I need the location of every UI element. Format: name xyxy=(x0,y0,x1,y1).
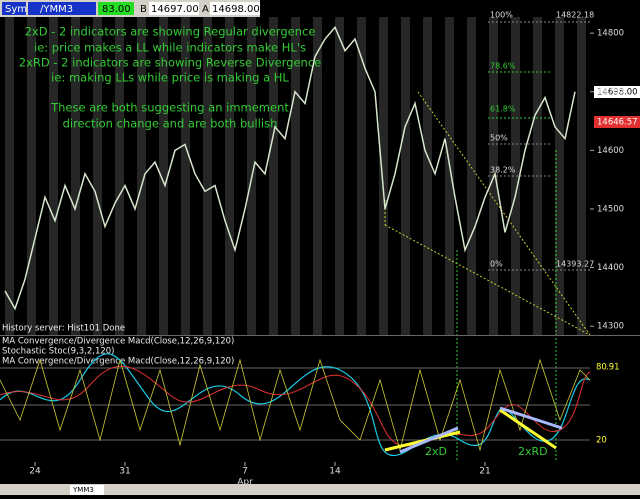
divergence-line xyxy=(399,426,459,454)
contract-box[interactable] xyxy=(28,2,96,15)
session-stripe xyxy=(5,17,14,335)
x-axis xyxy=(0,462,640,484)
status: History server: Hist101 Done xyxy=(2,324,125,334)
session-stripe xyxy=(225,17,234,335)
month-label: Apr xyxy=(237,478,253,488)
ma-price: 14646.57 xyxy=(597,118,638,128)
macd-line xyxy=(0,353,591,456)
fib-label: 50% xyxy=(490,134,508,143)
x-tick-label: 14 xyxy=(329,467,341,477)
fib-label: 38.2% xyxy=(490,166,516,175)
indicator-label: MA Convergence/Divergence Macd(Close,12,… xyxy=(2,357,234,367)
session-stripe xyxy=(27,17,36,335)
signal-line xyxy=(0,365,591,447)
panel-divider xyxy=(0,335,640,336)
last-price: 14698.00 xyxy=(597,88,638,98)
session-stripe xyxy=(159,17,168,335)
annotation: ie: price makes a LL while indicators ma… xyxy=(34,41,306,55)
annotation: These are both suggesting an immement xyxy=(50,101,289,115)
price-line xyxy=(4,25,576,311)
session-stripe xyxy=(467,17,476,335)
last: 83.00 xyxy=(102,4,131,15)
level-label: 80 xyxy=(596,363,607,373)
session-stripe xyxy=(335,17,344,335)
symbol-box[interactable] xyxy=(2,2,26,15)
divergence-label: 2xRD xyxy=(518,445,548,458)
ask: 14698.00 xyxy=(212,4,260,15)
session-stripe xyxy=(137,17,146,335)
indicator-label: MA Convergence/Divergence Macd(Close,12,… xyxy=(2,337,234,347)
session-stripe xyxy=(357,17,366,335)
y-tick-label: 14700 xyxy=(597,87,624,97)
session-stripe xyxy=(511,17,520,335)
indicator-label: Stochastic Stoc(9,3,2,120) xyxy=(2,347,114,357)
y-tick-label: 14800 xyxy=(597,29,624,39)
tab-label: YMM3 xyxy=(72,486,94,494)
session-stripe xyxy=(71,17,80,335)
tab[interactable] xyxy=(70,485,104,495)
session-stripe xyxy=(269,17,278,335)
x-tick-label: 31 xyxy=(119,467,130,477)
annotation: ie: making LLs while price is making a H… xyxy=(51,71,289,85)
session-stripe xyxy=(445,17,454,335)
session-stripe xyxy=(313,17,322,335)
y-tick-label: 14500 xyxy=(597,204,624,214)
fib-label: 0% xyxy=(490,260,503,269)
y-tick-label: 14300 xyxy=(597,322,624,332)
divergence-label: 2xD xyxy=(425,445,447,458)
fib-label: 61.8% xyxy=(490,105,516,114)
ma-price-box xyxy=(594,116,640,128)
last-price-box xyxy=(594,86,640,98)
divergence-line xyxy=(499,406,563,430)
fib-price: 14822.18 xyxy=(556,11,594,20)
session-stripe xyxy=(423,17,432,335)
divergence-line xyxy=(499,408,557,450)
ask-box xyxy=(210,2,260,15)
session-stripe xyxy=(401,17,410,335)
fib-label: 78.6% xyxy=(490,62,516,71)
bid-box xyxy=(149,2,199,15)
x-tick-label: 24 xyxy=(29,467,41,477)
bid: 14697.00 xyxy=(151,4,199,15)
session-stripe xyxy=(577,17,586,335)
stochastic-line xyxy=(0,358,591,452)
y-tick-label: 14400 xyxy=(597,263,624,273)
annotation: direction change and are both bullish xyxy=(63,117,278,131)
y-tick-label: 14600 xyxy=(597,146,624,156)
level-label: .91 xyxy=(606,363,620,373)
session-stripe xyxy=(93,17,102,335)
annotation: 2xRD - 2 indicators are showing Reverse … xyxy=(19,56,321,70)
annotation: 2xD - 2 indicators are showing Regular d… xyxy=(25,25,316,39)
fib-label: 100% xyxy=(490,11,513,20)
session-stripe xyxy=(115,17,124,335)
session-stripe xyxy=(291,17,300,335)
x-tick-label: 7 xyxy=(242,467,248,477)
session-stripe xyxy=(181,17,190,335)
bid-label: B xyxy=(140,4,147,15)
session-stripe xyxy=(203,17,212,335)
fib-lines xyxy=(488,21,590,271)
symbol: Sym xyxy=(5,4,27,15)
ask-label: A xyxy=(202,4,209,15)
fib-price: 14393.27 xyxy=(556,260,594,269)
level-label: 20 xyxy=(596,436,607,446)
session-stripe xyxy=(555,17,564,335)
session-stripe xyxy=(49,17,58,335)
indicator-levels xyxy=(0,367,590,441)
last-box xyxy=(98,2,134,15)
divergence-line xyxy=(384,430,461,452)
session-stripe xyxy=(379,17,388,335)
contract: /YMM3 xyxy=(40,4,73,15)
tab-bar xyxy=(0,484,640,495)
x-tick-label: 21 xyxy=(479,467,490,477)
